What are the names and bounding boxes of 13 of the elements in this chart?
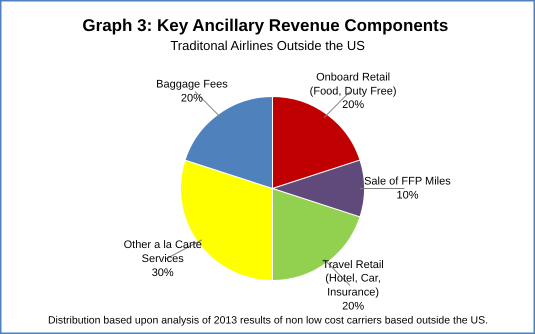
chart-subtitle: Traditonal Airlines Outside the US — [170, 38, 366, 53]
slice-label: Sale of FFP Miles — [364, 176, 452, 188]
slice-label: Other a la Carte Services — [124, 239, 202, 266]
chart-title: Graph 3: Key Ancillary Revenue Components — [82, 16, 448, 35]
data-label: 20% — [342, 300, 364, 312]
slice-label: Travel Retail (Hotel, Car, Insurance) — [322, 258, 384, 298]
slice-label: Baggage Fees — [156, 78, 228, 91]
data-label: 20% — [342, 99, 364, 112]
text: Distribution based upon analysis of 2013 results of non low cost carriers based outside the US. — [48, 314, 488, 326]
data-label: 10% — [396, 189, 419, 202]
data-label: 30% — [152, 266, 174, 279]
slice-label: Onboard Retail (Food, Duty Free) — [310, 72, 396, 98]
data-label: 20% — [180, 92, 204, 104]
